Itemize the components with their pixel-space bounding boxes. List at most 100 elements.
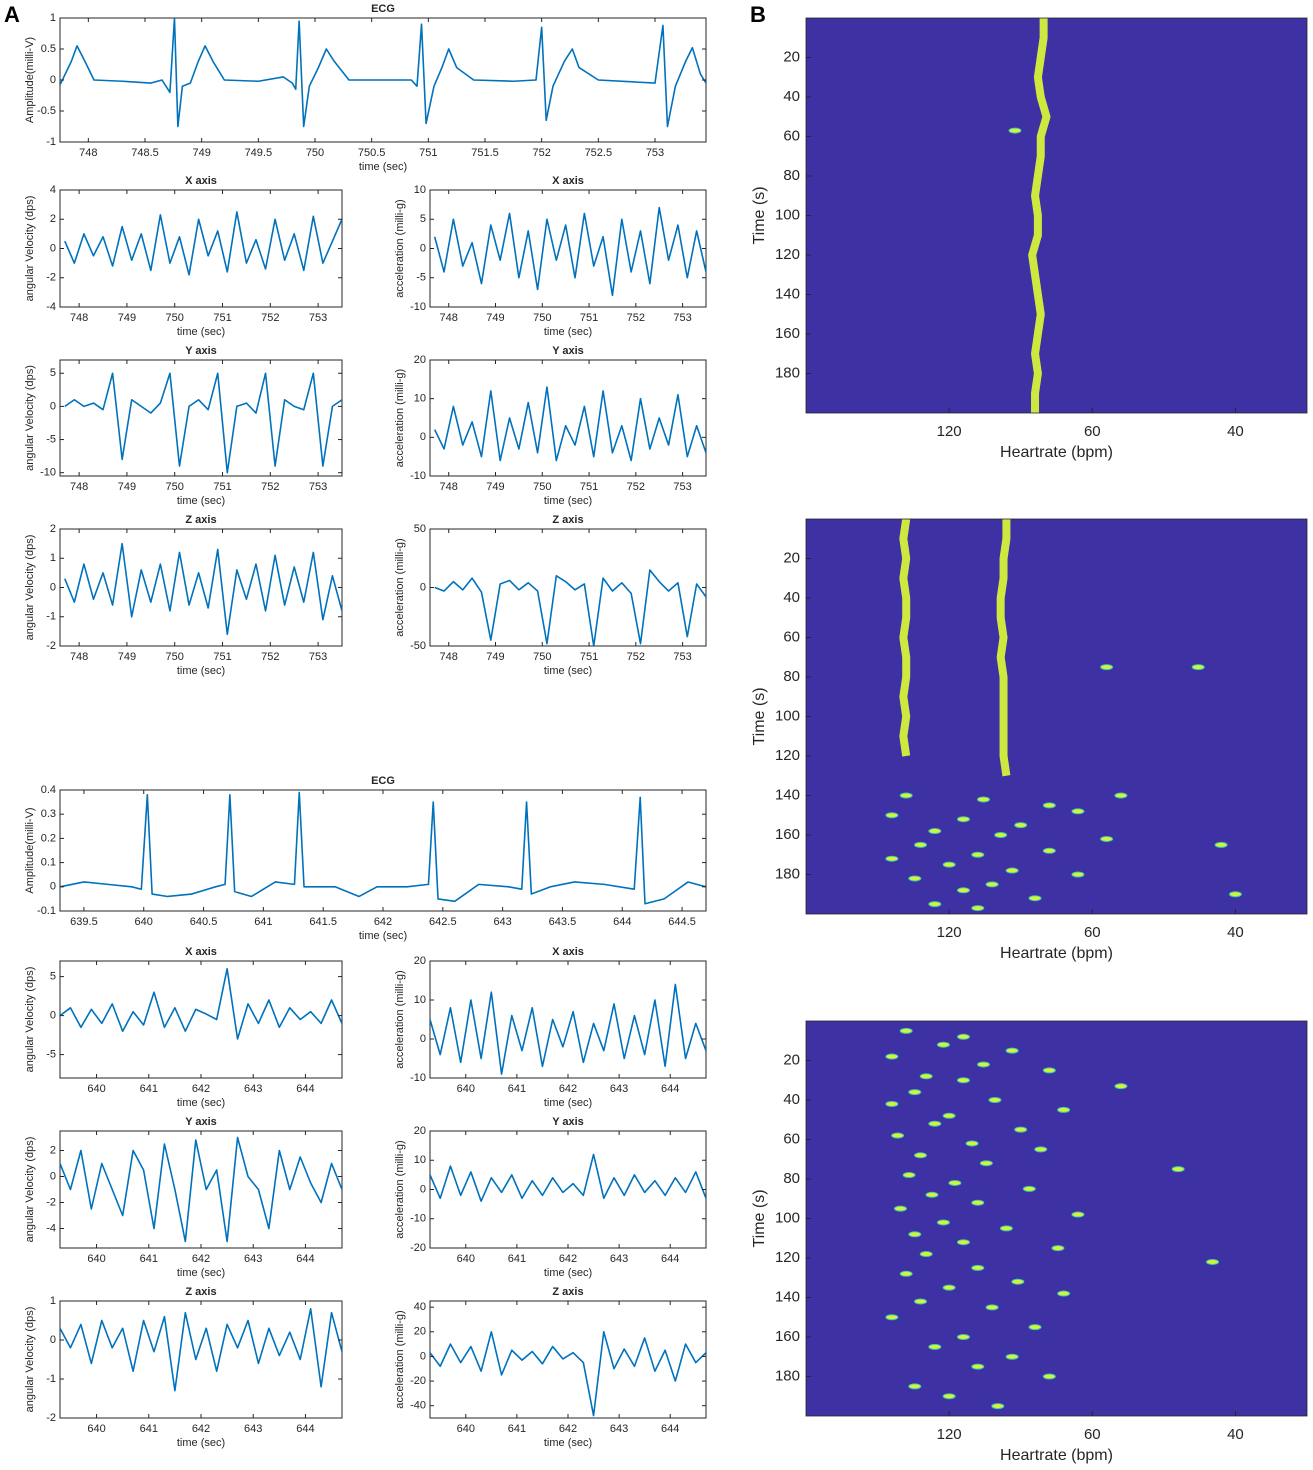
x-tick-label: 641 bbox=[508, 1083, 526, 1095]
x-tick-label: 753 bbox=[309, 481, 327, 493]
x-tick-label: 750 bbox=[166, 481, 184, 493]
x-axis-label: time (sec) bbox=[359, 930, 407, 942]
blob bbox=[899, 1270, 913, 1277]
x-tick-label: 60 bbox=[1084, 924, 1101, 941]
y-tick-label: 0 bbox=[50, 242, 56, 254]
y-axis-label: Time (s) bbox=[751, 1189, 768, 1247]
x-tick-label: 753 bbox=[646, 147, 664, 159]
x-tick-label: 40 bbox=[1227, 1426, 1244, 1443]
y-tick-label: 0 bbox=[420, 1350, 426, 1362]
signal-line bbox=[430, 1330, 706, 1417]
y-tick-label: 2 bbox=[50, 213, 56, 225]
y-tick-label: 140 bbox=[775, 1288, 800, 1305]
signal-line bbox=[430, 983, 706, 1075]
plot-area bbox=[429, 528, 707, 647]
signal-line bbox=[60, 791, 706, 905]
x-tick-label: 748 bbox=[440, 651, 458, 663]
x-tick-label: 643 bbox=[610, 1083, 628, 1095]
y-tick-label: 140 bbox=[775, 285, 800, 302]
x-tick-label: 642 bbox=[374, 916, 392, 928]
blob bbox=[902, 1172, 916, 1179]
y-axis-label: acceleration (milli-g) bbox=[394, 1140, 406, 1238]
y-tick-label: 0.5 bbox=[41, 43, 56, 55]
y-axis-label: acceleration (milli-g) bbox=[394, 369, 406, 467]
y-tick-label: 1 bbox=[50, 12, 56, 24]
y-tick-label: 2 bbox=[50, 1144, 56, 1156]
y-axis-label: acceleration (milli-g) bbox=[394, 1310, 406, 1408]
y-tick-label: -2 bbox=[46, 1412, 56, 1424]
y-axis-label: acceleration (milli-g) bbox=[394, 538, 406, 636]
y-tick-label: 120 bbox=[775, 1249, 800, 1266]
x-tick-label: 750 bbox=[533, 481, 551, 493]
x-tick-label: 640 bbox=[87, 1083, 105, 1095]
x-tick-label: 751 bbox=[580, 312, 598, 324]
blob bbox=[908, 1089, 922, 1096]
ridge bbox=[996, 519, 1011, 777]
x-tick-label: 644 bbox=[296, 1083, 314, 1095]
plot-area bbox=[59, 189, 343, 308]
x-tick-label: 642 bbox=[192, 1253, 210, 1265]
x-tick-label: 120 bbox=[937, 423, 962, 440]
x-tick-label: 640 bbox=[87, 1423, 105, 1435]
y-tick-label: 100 bbox=[775, 1209, 800, 1226]
y-tick-label: -10 bbox=[410, 301, 426, 313]
y-tick-label: 0 bbox=[420, 1033, 426, 1045]
blob bbox=[1042, 1373, 1056, 1380]
y-tick-label: 20 bbox=[783, 549, 800, 566]
chart-title: Y axis bbox=[552, 1116, 584, 1128]
y-axis-label: angular Velocity (dps) bbox=[24, 365, 36, 471]
y-tick-label: -2 bbox=[46, 640, 56, 652]
signal-line bbox=[60, 1308, 342, 1392]
y-axis-label: angular Velocity (dps) bbox=[24, 535, 36, 641]
y-tick-label: 20 bbox=[414, 354, 426, 366]
y-tick-label: -10 bbox=[410, 1072, 426, 1084]
y-tick-label: -50 bbox=[410, 640, 426, 652]
x-tick-label: 753 bbox=[309, 312, 327, 324]
y-tick-label: 0 bbox=[420, 242, 426, 254]
blob bbox=[1005, 1047, 1019, 1054]
y-tick-label: 180 bbox=[775, 1367, 800, 1384]
y-tick-label: 10 bbox=[414, 184, 426, 196]
y-tick-label: 0 bbox=[50, 74, 56, 86]
y-tick-label: 10 bbox=[414, 994, 426, 1006]
x-axis-label: time (sec) bbox=[177, 495, 225, 507]
x-tick-label: 750.5 bbox=[358, 147, 386, 159]
x-tick-label: 643.5 bbox=[549, 916, 577, 928]
signal-line bbox=[64, 372, 342, 474]
blob bbox=[928, 901, 942, 908]
x-tick-label: 60 bbox=[1084, 423, 1101, 440]
chart-title: Y axis bbox=[185, 1116, 217, 1128]
x-tick-label: 641 bbox=[140, 1423, 158, 1435]
x-tick-label: 750 bbox=[166, 312, 184, 324]
blob bbox=[1022, 1185, 1036, 1192]
x-tick-label: 641.5 bbox=[309, 916, 337, 928]
x-tick-label: 749 bbox=[118, 312, 136, 324]
heatmap-content bbox=[1008, 18, 1051, 413]
y-tick-label: 160 bbox=[775, 1328, 800, 1345]
y-tick-label: -20 bbox=[410, 1375, 426, 1387]
x-tick-label: 748 bbox=[440, 312, 458, 324]
y-tick-label: 0 bbox=[420, 581, 426, 593]
blob bbox=[971, 1199, 985, 1206]
chart-title: X axis bbox=[552, 946, 584, 958]
x-tick-label: 749.5 bbox=[245, 147, 273, 159]
y-tick-label: 10 bbox=[414, 393, 426, 405]
y-tick-label: -1 bbox=[46, 611, 56, 623]
blob bbox=[956, 1077, 970, 1084]
y-tick-label: 10 bbox=[414, 1154, 426, 1166]
x-axis-label: time (sec) bbox=[177, 665, 225, 677]
x-axis-label: time (sec) bbox=[544, 1097, 592, 1109]
plot-area bbox=[59, 1130, 343, 1249]
signal-line bbox=[60, 1136, 342, 1243]
blob bbox=[985, 881, 999, 888]
blob bbox=[1011, 1278, 1025, 1285]
blob bbox=[908, 1383, 922, 1390]
y-tick-label: -4 bbox=[46, 1222, 56, 1234]
blob bbox=[919, 1073, 933, 1080]
y-tick-label: 0.1 bbox=[41, 857, 56, 869]
blob bbox=[1100, 835, 1114, 842]
x-tick-label: 640.5 bbox=[190, 916, 218, 928]
x-tick-label: 643 bbox=[244, 1083, 262, 1095]
x-tick-label: 644.5 bbox=[668, 916, 696, 928]
